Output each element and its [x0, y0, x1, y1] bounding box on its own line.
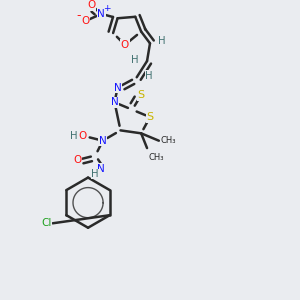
Text: S: S	[146, 112, 154, 122]
Text: S: S	[138, 90, 145, 100]
Text: H: H	[158, 36, 166, 46]
Text: N: N	[114, 82, 122, 93]
Text: CH₃: CH₃	[148, 152, 164, 161]
Text: N: N	[99, 136, 107, 146]
Text: N: N	[111, 97, 119, 107]
Text: H: H	[70, 131, 77, 141]
Text: O: O	[121, 40, 129, 50]
Text: O: O	[81, 16, 89, 26]
Text: O: O	[87, 0, 95, 10]
Text: O: O	[74, 155, 82, 165]
Text: -: -	[76, 9, 81, 22]
Text: N: N	[98, 164, 105, 174]
Text: H: H	[131, 55, 138, 64]
Text: H: H	[91, 169, 99, 179]
Text: H: H	[146, 71, 153, 81]
Text: O: O	[78, 131, 86, 141]
Text: +: +	[103, 4, 111, 13]
Text: N: N	[98, 9, 105, 19]
Text: Cl: Cl	[41, 218, 51, 228]
Text: CH₃: CH₃	[160, 136, 176, 145]
